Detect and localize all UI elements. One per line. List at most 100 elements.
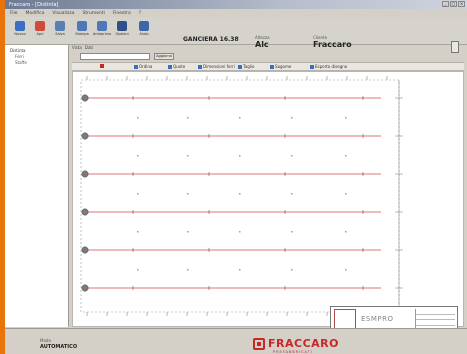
open-icon [35,21,45,31]
stirrup-mark [291,269,293,271]
menu-view[interactable]: Visualizza [52,10,75,16]
selection-combo[interactable] [80,53,150,60]
shapes-icon [270,64,274,69]
status-bar: Modo AUTOMATICO FRACCARO PREFABBRICATI [5,328,467,354]
export-tool[interactable]: Esporta disegno [310,64,347,69]
stirrup-mark [291,117,293,119]
menu-window[interactable]: Finestra [112,10,131,16]
stirrup-mark [345,193,347,195]
dimensions-icon [168,64,172,69]
delete-icon [100,64,104,68]
status-value: AUTOMATICO [40,344,78,350]
tab-view[interactable]: Vista [72,45,82,50]
export-icon [310,64,314,69]
help-icon [139,21,149,31]
new-button[interactable]: Nuovo [13,21,27,39]
stirrup-mark [239,155,241,157]
window-title: Fraccaro - [Distinta] [9,1,59,8]
exit-icon[interactable] [451,41,459,53]
bar-end-marker [81,284,89,292]
tree-panel: Distinta Ferri Staffe [5,45,69,327]
close-button[interactable]: × [458,1,465,7]
stirrup-mark [187,193,189,195]
height-field: Altezza Alc [255,35,270,49]
bar-end-marker [81,208,89,216]
tree-item[interactable]: Staffe [15,60,27,65]
stirrup-mark [345,155,347,157]
bar-end-marker [81,94,89,102]
cut-tool[interactable]: Taglio [238,64,254,69]
stirrup-mark [137,269,139,271]
preview-button[interactable]: Anteprima [93,21,111,39]
dimensions-tool[interactable]: Quote [168,64,185,69]
stirrup-mark [239,269,241,271]
options-button[interactable]: Opzioni [115,21,129,39]
menu-bar: File Modifica Visualizza Strumenti Fines… [5,9,467,17]
tab-data[interactable]: Dati [84,45,94,50]
bar-sizes-icon [198,64,202,69]
code-value: GANCIERA 16.38 [183,36,239,43]
code-field: GANCIERA 16.38 [183,36,239,43]
combo-bar: Aggiorna [72,52,464,62]
stirrup-mark [291,231,293,233]
stirrup-mark [187,231,189,233]
options-icon [117,21,127,31]
maximize-button[interactable]: □ [450,1,457,7]
menu-help[interactable]: ? [138,10,142,16]
stirrup-mark [345,231,347,233]
stirrup-mark [137,193,139,195]
menu-tools[interactable]: Strumenti [82,10,105,16]
sort-tool[interactable]: Ordina [134,64,152,69]
stirrup-mark [291,155,293,157]
window-controls: _ □ × [442,1,465,7]
stirrup-mark [187,155,189,157]
tree-item[interactable]: Ferri [15,54,24,59]
stirrup-mark [239,231,241,233]
stirrup-mark [187,117,189,119]
preview-icon [97,21,107,31]
company-name: FRACCARO [268,337,339,350]
save-icon [55,21,65,31]
stirrup-mark [187,269,189,271]
sort-icon [134,64,138,69]
refresh-button[interactable]: Aggiorna [154,53,174,60]
help-button[interactable]: Aiuto [137,21,151,39]
sub-tabs: Vista Dati [72,45,93,50]
cut-icon [238,64,242,69]
shapes-tool[interactable]: Sagome [270,64,291,69]
minimize-button[interactable]: _ [442,1,449,7]
reinforcement-drawing [80,76,403,316]
tree-root[interactable]: Distinta [10,48,26,53]
left-accent-strip [0,0,5,354]
menu-file[interactable]: File [10,10,18,16]
stirrup-mark [137,231,139,233]
bar-end-marker [81,132,89,140]
delete-tool[interactable] [100,64,105,68]
title-block-brand: ESMPRO [361,315,394,323]
bar-sizes-tool[interactable]: Dimensioni ferri [198,64,235,69]
bar-end-marker [81,246,89,254]
status-label: Modo [40,338,51,343]
client-field: Cliente Fraccaro [313,35,352,49]
open-button[interactable]: Apri [33,21,47,39]
drawing-frame [80,79,400,313]
stirrup-mark [137,155,139,157]
save-button[interactable]: Salva [53,21,67,39]
height-value: Alc [255,40,269,49]
company-tagline: PREFABBRICATI [273,350,313,354]
bar-end-marker [81,170,89,178]
drawing-toolbar: Ordina Quote Dimensioni ferri Taglio Sag… [72,62,464,71]
toolbar: Nuovo Apri Salva Stampa Anteprima Opzion… [5,17,467,53]
stirrup-mark [345,269,347,271]
client-value: Fraccaro [313,40,352,49]
drawing-canvas[interactable] [72,71,464,327]
menu-edit[interactable]: Modifica [25,10,45,16]
title-bar: Fraccaro - [Distinta] _ □ × [5,0,467,9]
print-button[interactable]: Stampa [75,21,89,39]
company-brand: FRACCARO [253,337,339,350]
stirrup-mark [345,117,347,119]
stirrup-mark [291,193,293,195]
stirrup-mark [239,117,241,119]
stirrup-mark [239,193,241,195]
print-icon [77,21,87,31]
